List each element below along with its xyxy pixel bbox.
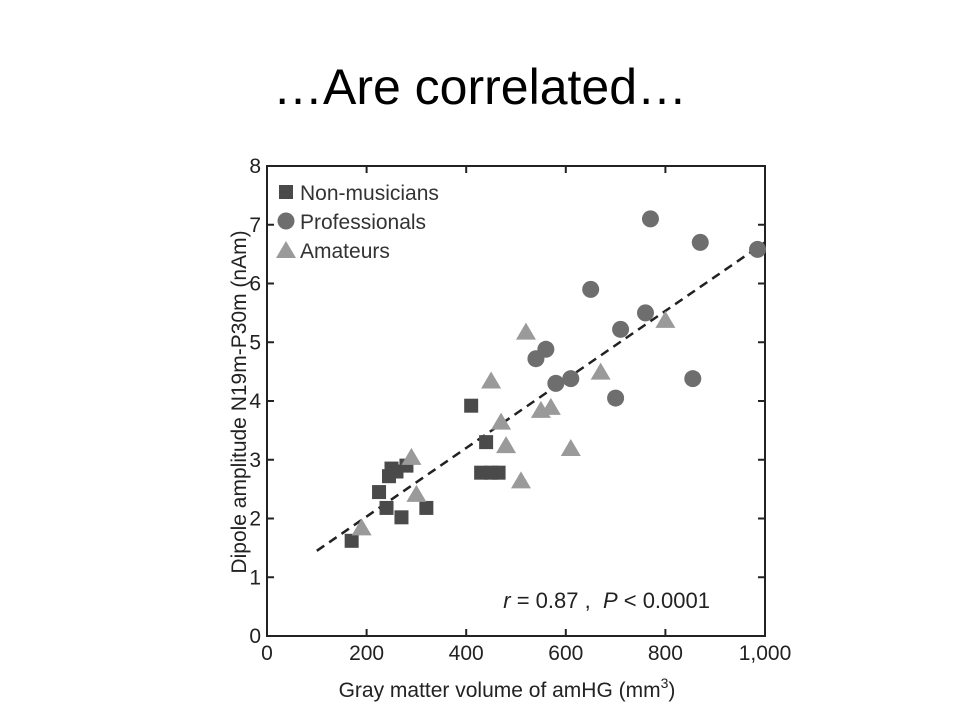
p-value: < 0.0001 [618, 588, 710, 613]
r-label: r [503, 588, 512, 613]
x-axis-label-sup: 3 [661, 675, 669, 691]
triangle-point [481, 371, 502, 389]
y-tick-label: 3 [249, 449, 261, 472]
circle-point [582, 280, 600, 298]
square-point [394, 510, 409, 525]
triangle-point [515, 322, 536, 340]
circle-point [749, 240, 767, 258]
square-point [344, 533, 359, 548]
trend-line [316, 241, 766, 552]
y-tick-label: 4 [249, 390, 261, 413]
y-tick-label: 8 [249, 155, 261, 178]
x-axis-label-close: ) [668, 679, 675, 702]
triangle-point [510, 471, 531, 489]
legend-marker-circle [277, 212, 295, 230]
y-tick-label: 5 [249, 331, 261, 354]
y-axis-ticks: 0 1 2 3 4 5 6 7 8 [249, 155, 765, 648]
data-points [344, 210, 767, 548]
r-value: = 0.87 , [511, 588, 603, 613]
y-tick-label: 6 [249, 273, 261, 296]
triangle-point [590, 362, 611, 380]
circle-point [537, 340, 555, 358]
x-tick-label: 600 [548, 642, 583, 665]
legend-label: Professionals [300, 211, 426, 234]
circle-point [641, 210, 659, 228]
triangle-point [496, 436, 517, 454]
triangle-point [560, 439, 581, 456]
series-amateurs [351, 310, 676, 536]
triangle-point [540, 397, 561, 415]
circle-point [684, 370, 702, 388]
series-professionals [527, 210, 767, 407]
circle-point [636, 304, 654, 322]
triangle-point [401, 447, 422, 465]
y-tick-label: 1 [249, 566, 261, 589]
square-point [379, 500, 394, 515]
slide-title: …Are correlated… [272, 59, 688, 115]
legend-marker-triangle [276, 241, 296, 258]
circle-point [562, 370, 580, 388]
series-non-musicians [344, 398, 506, 548]
x-axis-label-main: Gray matter volume of amHG (mm [339, 679, 661, 702]
x-tick-label: 400 [449, 642, 484, 665]
circle-point [607, 389, 625, 407]
triangle-point [406, 484, 427, 502]
legend-marker-square [279, 185, 293, 199]
x-tick-label: 0 [261, 642, 273, 665]
square-point [419, 500, 434, 515]
correlation-annotation: r = 0.87 , P < 0.0001 [503, 588, 710, 613]
square-point [491, 465, 506, 480]
x-axis-ticks: 0 200 400 600 800 1,000 [261, 166, 791, 665]
x-tick-label: 800 [648, 642, 683, 665]
legend: Non-musicians Professionals Amateurs [276, 182, 439, 263]
legend-label: Non-musicians [300, 182, 439, 205]
y-tick-label: 7 [249, 214, 261, 237]
square-point [464, 398, 479, 413]
triangle-point [491, 412, 512, 430]
y-tick-label: 0 [249, 625, 261, 648]
y-tick-label: 2 [249, 508, 261, 531]
triangle-point [351, 518, 372, 536]
p-label: P [603, 588, 618, 613]
circle-point [547, 374, 565, 392]
square-point [479, 435, 494, 450]
triangle-point [655, 310, 676, 328]
circle-point [612, 320, 630, 338]
square-point [372, 485, 387, 500]
legend-label: Amateurs [300, 240, 390, 263]
x-axis-label: Gray matter volume of amHG (mm3) [339, 675, 676, 702]
y-axis-label: Dipole amplitude N19m-P30m (nAm) [228, 230, 251, 573]
x-tick-label: 200 [349, 642, 384, 665]
circle-point [691, 233, 709, 251]
x-tick-label: 1,000 [739, 642, 792, 665]
plot-frame [266, 165, 766, 637]
